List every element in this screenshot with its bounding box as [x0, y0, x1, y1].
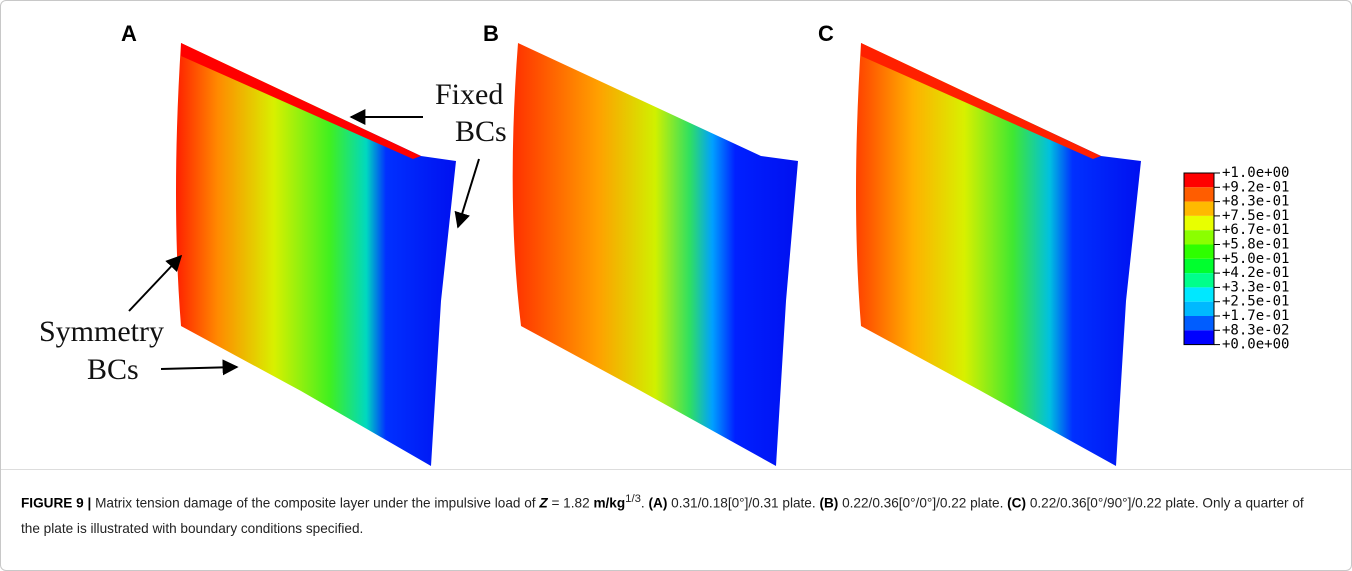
legend-swatch	[1184, 215, 1214, 231]
legend-swatch	[1184, 230, 1214, 245]
plate-b	[512, 43, 798, 466]
caption-text: .	[640, 495, 645, 511]
legend-label: +1.0e+00	[1222, 165, 1289, 181]
legend-swatch	[1184, 301, 1214, 316]
legend-swatch	[1184, 258, 1214, 274]
arrows	[128, 109, 480, 376]
caption-text: 0.22/0.36[0°/90°]/0.22 plate. Only a qua…	[21, 495, 1304, 536]
legend-label: +8.3e-02	[1222, 322, 1289, 338]
caption-variable: Z	[539, 495, 548, 511]
legend-swatch	[1184, 330, 1214, 345]
legend-label: +9.2e-01	[1222, 179, 1289, 195]
legend-label: +5.0e-01	[1222, 251, 1289, 267]
legend-swatch	[1184, 201, 1214, 216]
legend-label: +1.7e-01	[1222, 308, 1289, 324]
annotation: BCs	[455, 115, 507, 148]
legend-swatch	[1184, 187, 1214, 202]
caption-panel: (A)	[648, 495, 668, 511]
legend-label: +2.5e-01	[1222, 294, 1289, 310]
caption-panel: (C)	[1007, 495, 1027, 511]
legend-swatch	[1184, 316, 1214, 331]
plate-c	[856, 43, 1141, 466]
panel-label: C	[818, 21, 834, 46]
legend-label: +3.3e-01	[1222, 279, 1289, 295]
caption-exponent: 1/3	[625, 493, 641, 505]
caption-text: 0.22/0.36[0°/0°]/0.22 plate.	[842, 495, 1004, 511]
legend-swatch	[1184, 173, 1214, 188]
caption-unit: m/kg	[593, 495, 626, 511]
annotation: Symmetry	[39, 315, 164, 348]
legend-label: +4.2e-01	[1222, 265, 1289, 281]
annotation: Fixed	[435, 78, 503, 111]
legend-label: +7.5e-01	[1222, 208, 1289, 224]
caption-text: 0.31/0.18[0°]/0.31 plate.	[671, 495, 816, 511]
caption: FIGURE 9 | Matrix tension damage of the …	[21, 487, 1321, 541]
panel-label: B	[483, 21, 499, 46]
caption-text: Matrix tension damage of the composite l…	[95, 495, 536, 511]
caption-panel: (B)	[819, 495, 839, 511]
legend-swatch	[1184, 244, 1214, 259]
legend: +1.0e+00+9.2e-01+8.3e-01+7.5e-01+6.7e-01…	[1183, 165, 1289, 353]
caption-rule	[1, 469, 1351, 470]
legend-swatch	[1184, 287, 1214, 302]
annotation: BCs	[87, 353, 139, 386]
caption-text: = 1.82	[551, 495, 590, 511]
legend-label: +8.3e-01	[1222, 194, 1289, 210]
legend-label: +6.7e-01	[1222, 222, 1289, 238]
panel-label: A	[121, 21, 137, 46]
legend-label: +5.8e-01	[1222, 237, 1289, 253]
legend-swatch	[1184, 273, 1214, 288]
legend-label: +0.0e+00	[1222, 337, 1289, 353]
caption-label: FIGURE 9 |	[21, 495, 92, 511]
plate-a	[176, 43, 456, 466]
figure-graphic: A B C Fixed BCs Symmetry BCs +1.0e+00+9.…	[39, 21, 1289, 466]
